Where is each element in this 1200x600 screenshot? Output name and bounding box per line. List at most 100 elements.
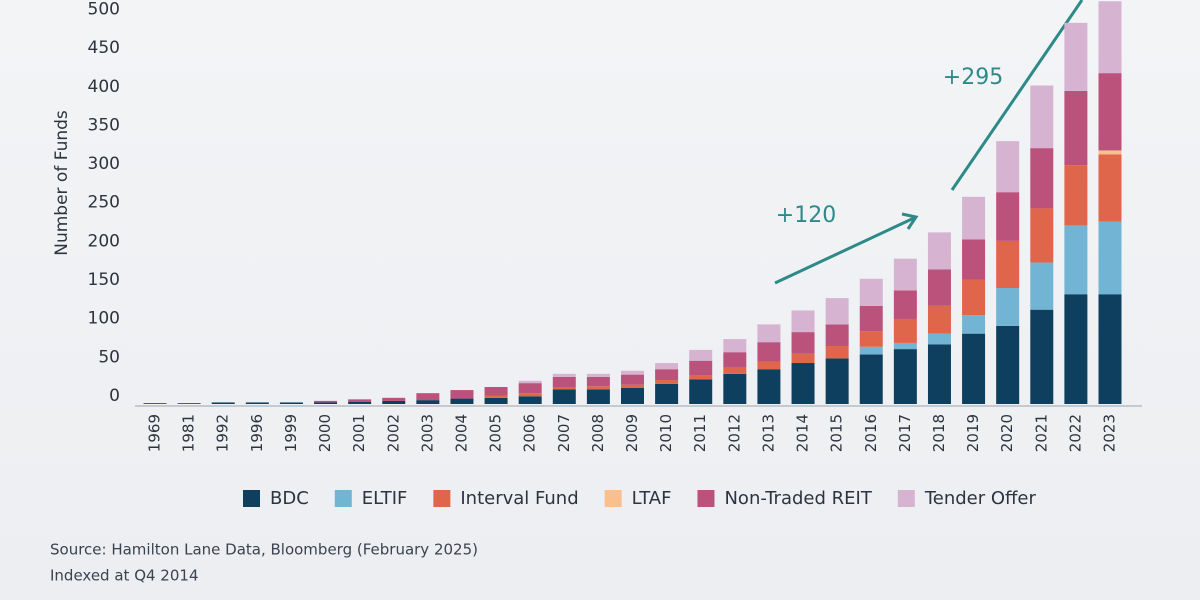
legend-label: BDC xyxy=(270,488,309,509)
legend-swatch xyxy=(334,490,352,507)
bar-segment xyxy=(416,400,440,404)
arrow xyxy=(950,0,1084,191)
bar-segment xyxy=(586,376,610,387)
x-tick-label: 1969 xyxy=(146,414,164,452)
bar-segment xyxy=(825,298,849,325)
legend-label: Interval Fund xyxy=(460,488,578,509)
bar-segment xyxy=(825,346,849,359)
bar-segment xyxy=(1064,225,1088,295)
bar-segment xyxy=(689,360,713,376)
x-tick-label: 1981 xyxy=(180,414,198,452)
bar-segment xyxy=(1030,309,1054,404)
source: Source: Hamilton Lane Data, Bloomberg (F… xyxy=(50,541,478,559)
bar-segment xyxy=(655,383,679,404)
bar-segment xyxy=(450,390,474,399)
bar-segment xyxy=(757,342,781,362)
bar-segment xyxy=(621,384,644,388)
bar-segment xyxy=(893,318,917,343)
bar-segment xyxy=(1064,90,1088,166)
x-tick-label: 2014 xyxy=(794,414,812,452)
bar-segment xyxy=(927,232,951,270)
bar-segment xyxy=(1030,208,1054,263)
bar-segment xyxy=(484,386,508,396)
y-tick-label: 450 xyxy=(88,38,120,58)
bar-segment xyxy=(962,333,986,404)
bar-segment xyxy=(450,398,474,404)
x-tick-label: 2021 xyxy=(1032,414,1050,452)
bar-segment xyxy=(314,402,338,404)
x-tick-label: 2002 xyxy=(384,414,402,452)
x-tick-label: 2013 xyxy=(759,414,777,452)
bar-segment xyxy=(859,331,883,347)
x-tick-label: 2000 xyxy=(316,414,334,452)
x-tick-label: 2016 xyxy=(862,414,880,452)
bar-segment xyxy=(996,192,1020,241)
bar-segment xyxy=(723,352,747,368)
note: Indexed at Q4 2014 xyxy=(50,567,198,585)
bar-segment xyxy=(552,376,576,387)
legend-label: LTAF xyxy=(632,488,672,509)
bar-segment xyxy=(1098,294,1122,404)
bar-segment xyxy=(382,400,406,404)
arrow xyxy=(774,216,915,285)
y-tick-label: 500 xyxy=(88,0,120,19)
legend-swatch xyxy=(433,490,451,507)
bar-segment xyxy=(689,349,713,361)
x-tick-label: 2015 xyxy=(828,414,846,452)
bar-segment xyxy=(893,349,917,404)
bar-segment xyxy=(382,397,406,401)
arrow-head xyxy=(901,212,919,230)
bar-segment xyxy=(927,344,951,404)
bar-segment xyxy=(859,346,883,355)
bar-segment xyxy=(1098,221,1122,295)
bar-segment xyxy=(484,397,508,404)
legend-label: ELTIF xyxy=(362,488,408,509)
bar-segment xyxy=(1030,262,1054,310)
bar-segment xyxy=(927,269,951,306)
x-tick-label: 2011 xyxy=(691,414,709,452)
legend-label: Tender Offer xyxy=(924,488,1037,509)
y-tick-label: 100 xyxy=(88,309,120,329)
y-tick-label: 50 xyxy=(98,347,120,367)
y-tick-label: 150 xyxy=(88,270,120,290)
x-tick-label: 2017 xyxy=(896,414,914,452)
bar-segment xyxy=(962,315,986,334)
x-tick-label: 2022 xyxy=(1066,414,1084,452)
y-tick-label: 200 xyxy=(88,231,120,251)
x-tick-label: 2018 xyxy=(930,414,948,452)
bar-segment xyxy=(962,279,986,316)
bar-segment xyxy=(723,339,747,353)
bar-segment xyxy=(893,290,917,319)
bar-segment xyxy=(1064,165,1088,226)
bar-segment xyxy=(552,373,576,377)
bar-segment xyxy=(1098,1,1122,74)
bar-segment xyxy=(927,305,951,334)
bar-segment xyxy=(757,324,781,343)
legend-swatch xyxy=(897,490,915,507)
bar-segment xyxy=(1098,73,1122,151)
x-tick-label: 1999 xyxy=(282,414,300,452)
bar-segment xyxy=(757,369,781,404)
x-tick-label: 2019 xyxy=(964,414,982,452)
bar-segment xyxy=(1064,294,1088,404)
bar-segment xyxy=(586,386,610,390)
bar-segment xyxy=(279,402,303,404)
x-tick-label: 2003 xyxy=(418,414,436,452)
bar-segment xyxy=(586,373,610,377)
x-tick-label: 2008 xyxy=(589,414,607,452)
bar-segment xyxy=(859,305,883,332)
bar-segment xyxy=(1030,85,1054,149)
bar-segment xyxy=(416,393,440,401)
y-tick-label: 350 xyxy=(88,115,120,135)
bar-segment xyxy=(791,353,815,364)
bar-segment xyxy=(996,288,1020,326)
bar-segment xyxy=(791,310,815,333)
bar-segment xyxy=(996,325,1020,404)
y-tick-label: 400 xyxy=(88,77,120,97)
bar-segment xyxy=(177,403,201,404)
x-tick-label: 2005 xyxy=(487,414,505,452)
bar-segment xyxy=(245,402,269,404)
bar-segment xyxy=(859,278,883,306)
